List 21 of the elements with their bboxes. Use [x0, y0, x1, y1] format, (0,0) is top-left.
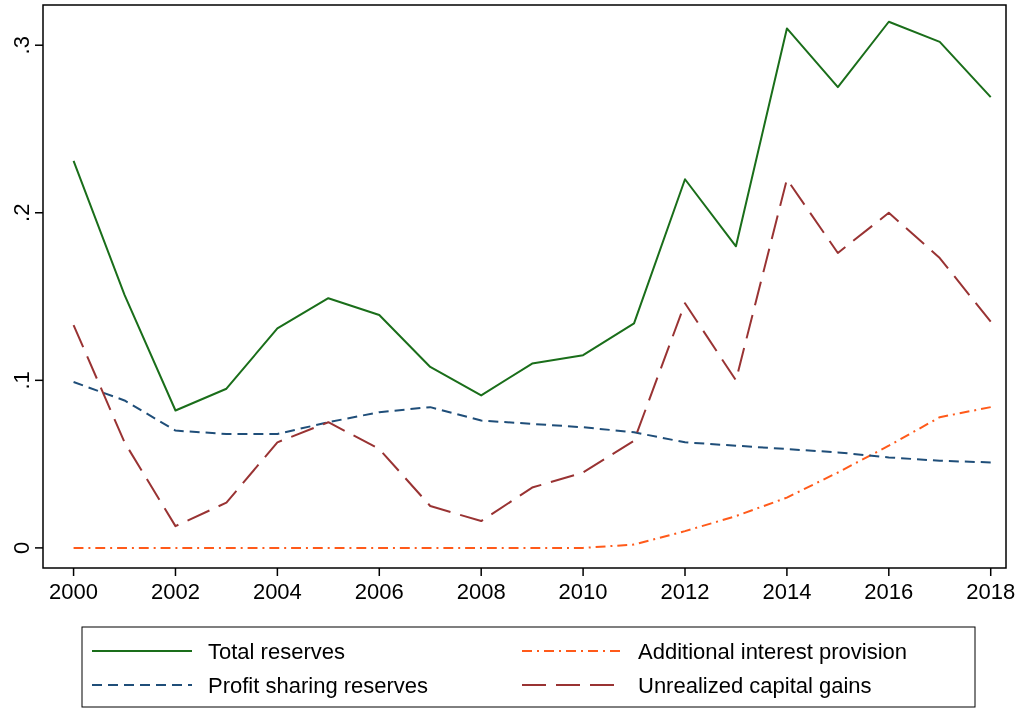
y-tick-label: .3: [9, 36, 34, 55]
x-tick-label: 2004: [252, 579, 302, 604]
y-tick-label: .2: [9, 203, 34, 222]
x-tick-label: 2010: [558, 579, 608, 604]
line-series: [72, 381, 992, 464]
x-tick-label: 2006: [354, 579, 404, 604]
legend-label: Total reserves: [208, 639, 345, 664]
line-series: [72, 20, 992, 412]
legend-label: Profit sharing reserves: [208, 673, 429, 698]
x-tick-label: 2016: [864, 579, 914, 604]
x-tick-label: 2012: [660, 579, 710, 604]
x-tick-label: 2002: [151, 579, 200, 604]
legend-label: Additional interest provision: [638, 639, 908, 664]
y-tick-label: 0: [9, 541, 34, 555]
x-tick-label: 2008: [456, 579, 506, 604]
y-tick-label: .1: [9, 371, 34, 390]
line-series: [72, 406, 992, 549]
legend-label: Unrealized capital gains: [638, 673, 872, 698]
x-tick-label: 2014: [762, 579, 812, 604]
x-tick-label: 2000: [49, 579, 99, 604]
x-tick-label: 2018: [966, 579, 1016, 604]
